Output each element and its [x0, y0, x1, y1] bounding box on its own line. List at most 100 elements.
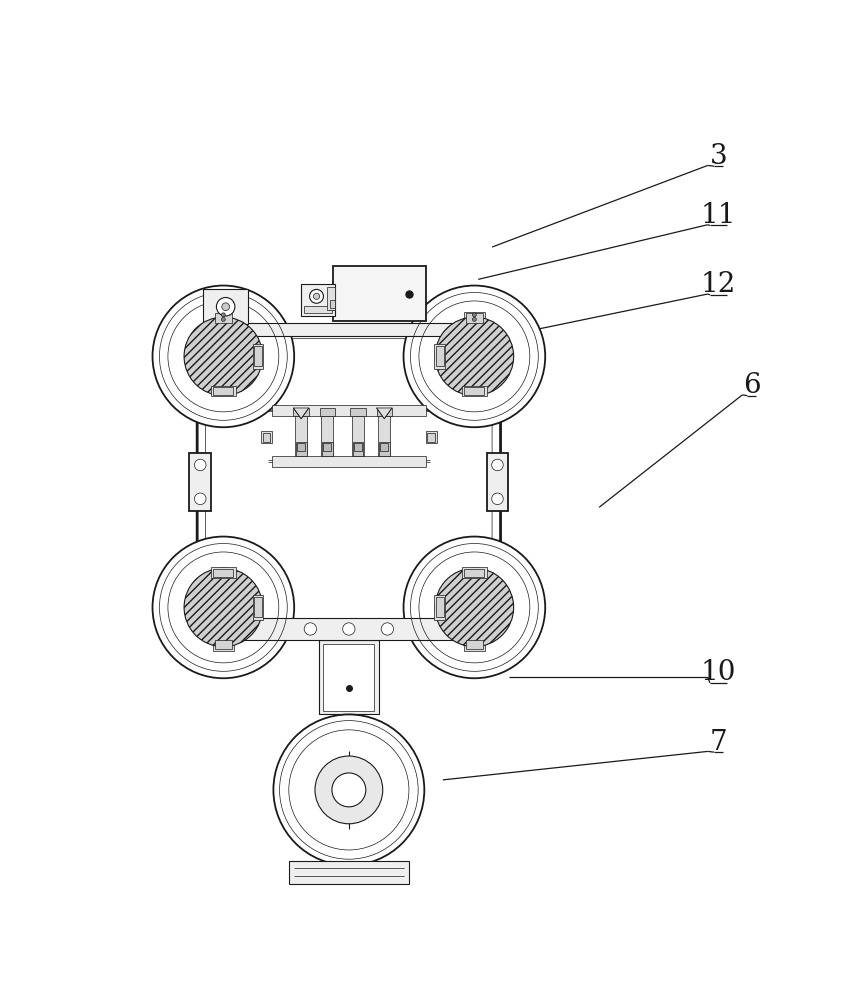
Circle shape — [492, 493, 503, 505]
Circle shape — [273, 714, 424, 865]
Bar — [272, 456, 426, 466]
Text: 6: 6 — [743, 372, 760, 399]
Bar — [289, 861, 409, 884]
Bar — [329, 300, 335, 308]
Bar — [203, 618, 494, 640]
Circle shape — [194, 459, 206, 471]
Bar — [428, 433, 435, 442]
Bar — [426, 431, 436, 443]
Bar — [435, 344, 445, 369]
Bar — [322, 442, 333, 456]
Circle shape — [473, 318, 476, 321]
Circle shape — [153, 537, 294, 678]
Bar — [351, 408, 365, 416]
Circle shape — [315, 756, 383, 824]
Bar — [320, 408, 335, 416]
Circle shape — [469, 623, 481, 635]
Bar — [462, 386, 486, 396]
Bar — [215, 313, 232, 323]
Bar — [352, 416, 365, 456]
FancyBboxPatch shape — [197, 330, 500, 634]
Text: 7: 7 — [709, 729, 727, 756]
Bar — [304, 306, 332, 313]
Bar — [295, 442, 307, 456]
Bar — [464, 312, 486, 324]
Bar — [380, 443, 388, 451]
Circle shape — [492, 459, 503, 471]
Circle shape — [332, 773, 365, 807]
Bar — [440, 347, 480, 366]
Circle shape — [314, 293, 320, 299]
Bar — [295, 416, 308, 456]
Bar — [465, 351, 484, 391]
Polygon shape — [294, 408, 308, 419]
Bar — [330, 292, 335, 310]
Bar — [319, 640, 379, 714]
Circle shape — [184, 317, 263, 396]
Bar — [323, 443, 331, 451]
Bar — [254, 346, 262, 366]
Bar — [213, 638, 234, 651]
Bar — [263, 433, 270, 442]
Bar — [462, 567, 486, 578]
Bar — [327, 287, 335, 310]
Circle shape — [213, 324, 224, 335]
Bar — [377, 408, 392, 416]
Bar — [465, 573, 484, 613]
Bar — [254, 597, 262, 617]
Circle shape — [343, 623, 355, 635]
Bar — [440, 598, 480, 617]
Bar — [189, 453, 211, 511]
Bar — [436, 597, 443, 617]
Bar — [213, 569, 233, 577]
Bar — [213, 312, 234, 324]
Bar — [302, 284, 335, 316]
Circle shape — [304, 623, 316, 635]
Circle shape — [381, 623, 393, 635]
Bar — [464, 387, 485, 395]
Bar — [215, 640, 232, 649]
Bar — [252, 595, 264, 620]
Text: 10: 10 — [701, 659, 736, 686]
Text: 12: 12 — [701, 271, 736, 298]
Circle shape — [435, 568, 513, 647]
Bar — [203, 289, 248, 324]
Bar — [272, 405, 426, 416]
Circle shape — [309, 289, 323, 303]
Bar — [466, 313, 483, 323]
Bar — [464, 638, 486, 651]
Bar — [354, 443, 362, 451]
Circle shape — [194, 493, 206, 505]
Circle shape — [216, 623, 229, 635]
Bar — [213, 387, 233, 395]
Bar — [353, 442, 364, 456]
Bar — [435, 595, 445, 620]
Bar — [464, 569, 485, 577]
Circle shape — [403, 286, 545, 427]
Circle shape — [403, 537, 545, 678]
Text: 11: 11 — [701, 202, 736, 229]
Circle shape — [221, 318, 226, 321]
Bar — [466, 640, 483, 649]
Bar — [211, 386, 236, 396]
Bar — [334, 266, 426, 321]
Bar — [203, 323, 494, 336]
Bar — [486, 453, 508, 511]
Bar — [379, 442, 390, 456]
Bar — [321, 416, 334, 456]
Bar — [252, 344, 264, 369]
Circle shape — [473, 324, 485, 335]
Bar — [436, 346, 443, 366]
Bar — [214, 573, 232, 613]
Bar — [297, 443, 305, 451]
Circle shape — [435, 317, 513, 396]
Bar — [218, 598, 258, 617]
Bar — [211, 567, 236, 578]
Bar — [214, 351, 232, 391]
Circle shape — [473, 313, 476, 317]
Bar — [378, 416, 391, 456]
Polygon shape — [377, 408, 392, 419]
Bar — [323, 644, 374, 711]
Circle shape — [153, 286, 294, 427]
Bar — [294, 408, 308, 416]
